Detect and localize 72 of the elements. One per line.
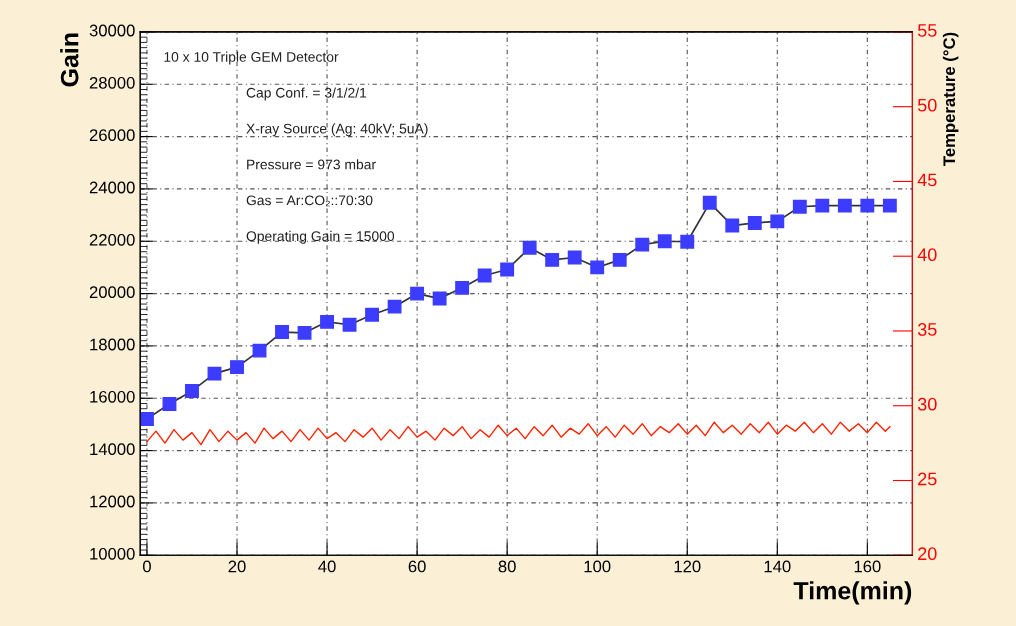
point xyxy=(252,343,267,358)
annotation: Operating Gain = 15000 xyxy=(246,230,395,244)
y2-tick-label: 30 xyxy=(917,397,937,411)
point xyxy=(297,325,312,340)
y2-tick-label: 35 xyxy=(917,323,937,336)
x-tick-label: 100 xyxy=(584,560,611,573)
y-tick-label: 26000 xyxy=(89,129,135,142)
point xyxy=(365,307,380,322)
y-tick-label: 14000 xyxy=(90,443,135,456)
point xyxy=(635,237,650,252)
point xyxy=(837,198,852,213)
y2-tick-label: 25 xyxy=(918,472,937,486)
x-tick-label: 140 xyxy=(764,560,791,573)
y-tick-label: 20000 xyxy=(89,286,135,299)
point xyxy=(162,397,177,411)
point xyxy=(455,280,470,295)
annotation: X-ray Source (Ag: 40kV; 5uA) xyxy=(246,123,428,137)
point xyxy=(792,199,807,214)
x-tick-label: 40 xyxy=(318,560,336,573)
y2-axis-title: Temperature (°C) xyxy=(942,32,959,166)
point xyxy=(477,268,492,283)
y2-tick-label: 50 xyxy=(917,98,937,112)
point xyxy=(702,195,717,210)
y-tick-label: 16000 xyxy=(90,390,135,403)
annotation: Gas = Ar:CO₂::70:30 xyxy=(246,195,373,207)
point xyxy=(612,252,627,267)
x-tick-label: 80 xyxy=(498,560,516,573)
y2-tick-label: 40 xyxy=(917,248,937,262)
x-axis-title: Time(min) xyxy=(793,581,912,605)
y-tick-label: 10000 xyxy=(90,547,135,560)
point xyxy=(545,252,560,267)
point xyxy=(567,250,582,265)
x-tick-label: 160 xyxy=(854,560,881,573)
y-tick-label: 22000 xyxy=(89,233,135,246)
point xyxy=(860,198,875,213)
y-tick-label: 18000 xyxy=(90,338,135,351)
point xyxy=(680,234,695,249)
x-tick-label: 20 xyxy=(228,560,246,573)
y-axis-title: Gain xyxy=(60,33,79,87)
y-tick-label: 24000 xyxy=(89,181,135,194)
point xyxy=(320,314,335,329)
point xyxy=(815,198,830,213)
point xyxy=(185,383,199,398)
line-series xyxy=(146,421,891,446)
point xyxy=(770,214,785,229)
point xyxy=(657,234,672,249)
point xyxy=(410,286,425,301)
x-tick-label: 60 xyxy=(408,560,426,573)
point xyxy=(275,325,289,340)
point xyxy=(522,240,537,255)
point xyxy=(500,262,515,277)
y-tick-label: 28000 xyxy=(89,76,135,89)
annotation: Cap Conf. = 3/1/2/1 xyxy=(246,87,367,101)
point xyxy=(230,360,244,375)
y-tick-label: 12000 xyxy=(90,495,135,508)
point xyxy=(725,218,740,233)
point xyxy=(342,317,357,332)
annotation: 10 x 10 Triple GEM Detector xyxy=(164,51,339,65)
point xyxy=(882,198,897,213)
y2-tick-label: 55 xyxy=(917,24,937,37)
annotation: Pressure = 973 mbar xyxy=(247,159,376,170)
point xyxy=(140,411,154,426)
point xyxy=(747,215,762,230)
y2-tick-label: 45 xyxy=(917,173,937,187)
point xyxy=(432,291,447,306)
x-tick-label: 0 xyxy=(142,560,151,573)
point xyxy=(590,260,605,275)
point xyxy=(207,366,222,381)
x-tick-label: 120 xyxy=(674,560,701,573)
y2-tick-label: 20 xyxy=(918,547,937,561)
y-tick-label: 30000 xyxy=(89,24,135,37)
point xyxy=(387,299,402,314)
